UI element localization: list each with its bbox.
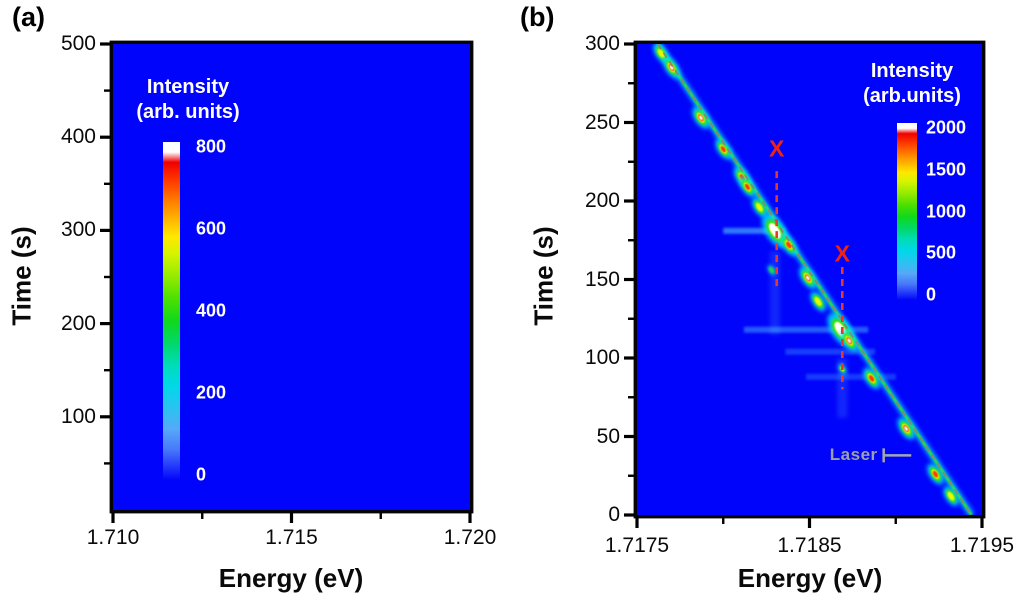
panel-b-ytick-label: 150 [584,267,620,291]
panel-b-colorbar-tick-label: 1500 [926,159,967,180]
panel-a-ytick-label: 300 [60,218,96,242]
panel-a-ytick-label: 500 [60,32,96,55]
anticrossing-x-marker: X [769,135,785,162]
panel-a-ytick-label: 100 [60,404,96,428]
panel-a-xtick-label: 1.710 [86,526,140,549]
panel-b-colorbar-tick-label: 1000 [926,201,967,221]
panel-a-colorbar-tick-label: 800 [196,136,227,157]
panel-b-colorbar-title-line1: Intensity [870,60,954,82]
panel-a-colorbar-tick-label: 600 [196,218,227,239]
panel-b-ytick-label: 0 [608,503,620,526]
panel-a-ytick-label: 200 [60,311,96,335]
laser-marker [882,448,912,463]
panel-b-yaxis-title: Time (s) [528,226,559,326]
anticrossing-x-marker: X [834,240,850,267]
panel-b-colorbar-tick-label: 0 [926,284,937,305]
panel-a-yaxis-title: Time (s) [6,226,37,326]
panel-b-colorbar-tick-label: 500 [926,242,957,263]
panel-b-colorbar [897,123,917,300]
panel-a-label: (a) [12,2,45,32]
panel-b-ytick-label: 100 [584,346,620,369]
panel-b-ytick-label: 200 [584,189,620,212]
panel-b-ytick-label: 250 [584,110,620,134]
panel-a-xtick-label: 1.715 [265,526,318,549]
panel-b-colorbar-title-line2: (arb.units) [863,85,961,107]
panel-b-colorbar-tick-label: 2000 [926,117,967,138]
panel-b-xtick-label: 1.7175 [604,534,670,557]
panel-b-ytick-label: 50 [596,424,620,448]
panel-a-colorbar-tick-label: 400 [196,300,227,321]
panel-a-xtick-label: 1.720 [443,526,497,549]
panel-b-xtick-label: 1.7185 [777,534,842,557]
panel-b-xtick-label: 1.7195 [949,534,1015,557]
panel-a-colorbar [163,142,180,480]
panel-a-ytick-label: 400 [60,125,96,149]
panel-b-label: (b) [520,2,555,32]
panel-b-xaxis-title: Energy (eV) [737,563,883,593]
panel-a-colorbar-tick-label: 0 [196,464,207,485]
panel-a-colorbar-tick-label: 200 [196,382,227,403]
laser-annotation-label: Laser [829,445,878,465]
panel-b-ytick-label: 300 [584,32,620,55]
panel-a-colorbar-title-line1: Intensity [146,76,230,98]
panel-a-colorbar-title-line2: (arb. units) [136,101,240,123]
panel-a-xaxis-title: Energy (eV) [218,563,364,593]
